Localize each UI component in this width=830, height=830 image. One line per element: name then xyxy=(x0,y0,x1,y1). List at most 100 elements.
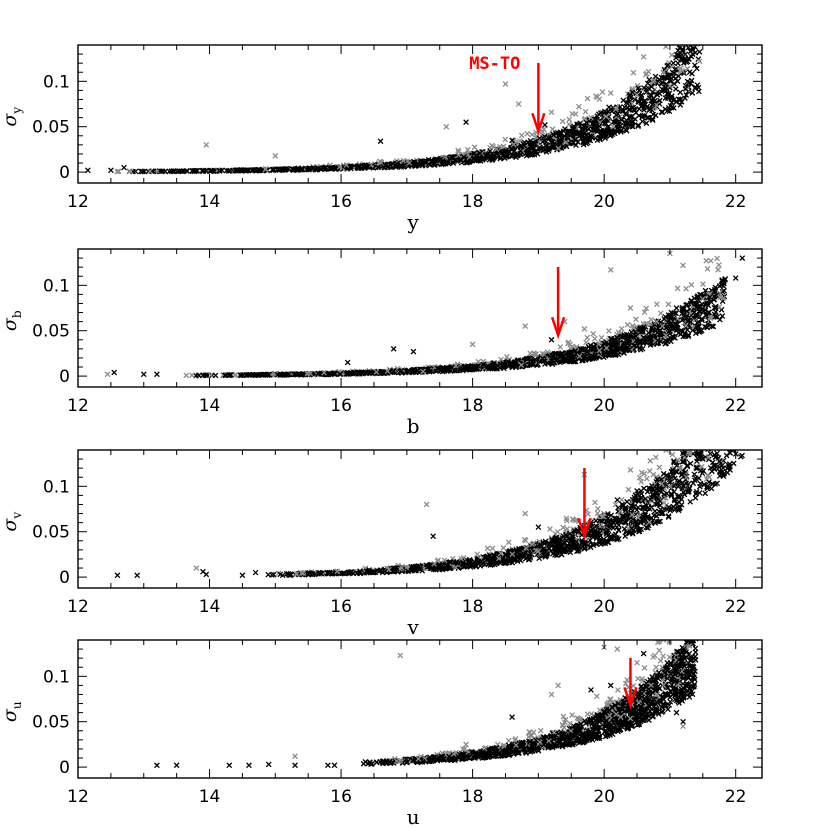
scatter-point xyxy=(674,60,681,67)
scatter-point xyxy=(736,434,741,439)
scatter-point xyxy=(681,37,686,42)
scatter-point xyxy=(591,499,599,506)
scatter-point xyxy=(729,423,734,428)
scatter-point xyxy=(704,265,711,272)
scatter-point xyxy=(667,338,674,345)
y-axis-label: σb xyxy=(0,310,24,331)
arrow-head xyxy=(550,316,566,340)
scatter-point xyxy=(729,390,734,395)
scatter-point xyxy=(685,623,690,628)
scatter-point xyxy=(706,443,711,448)
scatter-point xyxy=(546,525,554,533)
scatter-point xyxy=(717,430,722,435)
scatter-point xyxy=(734,321,739,326)
scatter-point xyxy=(443,123,450,130)
scatter-point xyxy=(636,105,643,112)
scatter-point xyxy=(630,69,637,76)
scatter-point xyxy=(685,36,690,41)
scatter-points xyxy=(114,319,746,579)
scatter-point xyxy=(505,737,512,744)
scatter-point xyxy=(700,433,705,438)
scatter-point xyxy=(522,510,529,517)
scatter-point xyxy=(689,631,694,636)
scatter-point xyxy=(592,517,600,524)
x-axis-label: v xyxy=(407,615,420,639)
scatter-point xyxy=(719,429,724,434)
scatter-point xyxy=(607,90,614,97)
scatter-point xyxy=(739,365,744,370)
scatter-point xyxy=(672,31,677,36)
scatter-point xyxy=(692,415,697,420)
scatter-point xyxy=(721,377,726,382)
scatter-points xyxy=(153,623,699,769)
y-tick-label: 0.1 xyxy=(43,276,70,296)
scatter-point xyxy=(583,339,590,346)
scatter-point xyxy=(709,414,714,419)
scatter-point xyxy=(713,441,718,446)
scatter-point xyxy=(711,390,716,395)
x-tick-label: 20 xyxy=(593,597,615,617)
scatter-point xyxy=(423,501,430,508)
scatter-point xyxy=(377,138,384,145)
scatter-point xyxy=(739,419,744,424)
scatter-point xyxy=(625,486,632,493)
scatter-point xyxy=(614,496,621,503)
scatter-point xyxy=(183,372,190,379)
scatter-point xyxy=(643,475,650,482)
scatter-point xyxy=(720,430,725,435)
scatter-point xyxy=(709,352,714,357)
scatter-point xyxy=(104,371,111,378)
scatter-point xyxy=(694,21,699,26)
scatter-point xyxy=(607,266,614,273)
scatter-point xyxy=(734,444,739,449)
scatter-point xyxy=(725,441,730,446)
x-tick-label: 14 xyxy=(199,597,221,617)
scatter-point xyxy=(652,454,659,461)
scatter-point xyxy=(697,441,702,446)
scatter-point xyxy=(725,435,730,440)
scatter-point xyxy=(554,528,561,535)
scatter-point xyxy=(705,450,713,451)
x-tick-label: 18 xyxy=(462,396,484,416)
scatter-point xyxy=(733,434,738,439)
scatter-point xyxy=(727,440,732,445)
scatter-point xyxy=(627,304,634,312)
scatter-point xyxy=(725,440,730,445)
plot-frame xyxy=(77,44,763,184)
x-tick-label: 14 xyxy=(199,396,221,416)
scatter-point xyxy=(739,368,744,373)
scatter-point xyxy=(689,634,694,639)
scatter-point xyxy=(687,39,692,44)
scatter-point xyxy=(193,564,200,572)
x-tick-label: 18 xyxy=(462,597,484,617)
plot-frame xyxy=(77,248,763,388)
scatter-point xyxy=(720,435,725,440)
scatter-point xyxy=(670,630,675,635)
scatter-point xyxy=(687,442,692,447)
scatter-point xyxy=(657,440,662,445)
y-axis-label: σv xyxy=(0,512,24,532)
scatter-point xyxy=(719,413,724,418)
scatter-point xyxy=(710,410,715,415)
scatter-point xyxy=(657,310,664,317)
scatter-point xyxy=(699,441,704,446)
scatter-point xyxy=(584,95,591,102)
scatter-point xyxy=(719,423,724,428)
scatter-point xyxy=(700,406,705,411)
x-tick-label: 22 xyxy=(725,597,747,617)
scatter-point xyxy=(725,319,730,324)
scatter-point xyxy=(707,257,714,264)
scatter-point xyxy=(653,301,660,308)
arrow-head xyxy=(577,517,592,541)
scatter-point xyxy=(730,444,735,449)
scatter-point xyxy=(694,409,699,414)
y-axis-label: σy xyxy=(0,107,24,127)
scatter-point xyxy=(711,437,716,442)
arrow-head xyxy=(531,112,546,136)
scatter-point xyxy=(733,360,738,365)
scatter-point xyxy=(700,433,705,438)
x-tick-label: 16 xyxy=(330,597,352,617)
x-tick-label: 22 xyxy=(725,396,747,416)
